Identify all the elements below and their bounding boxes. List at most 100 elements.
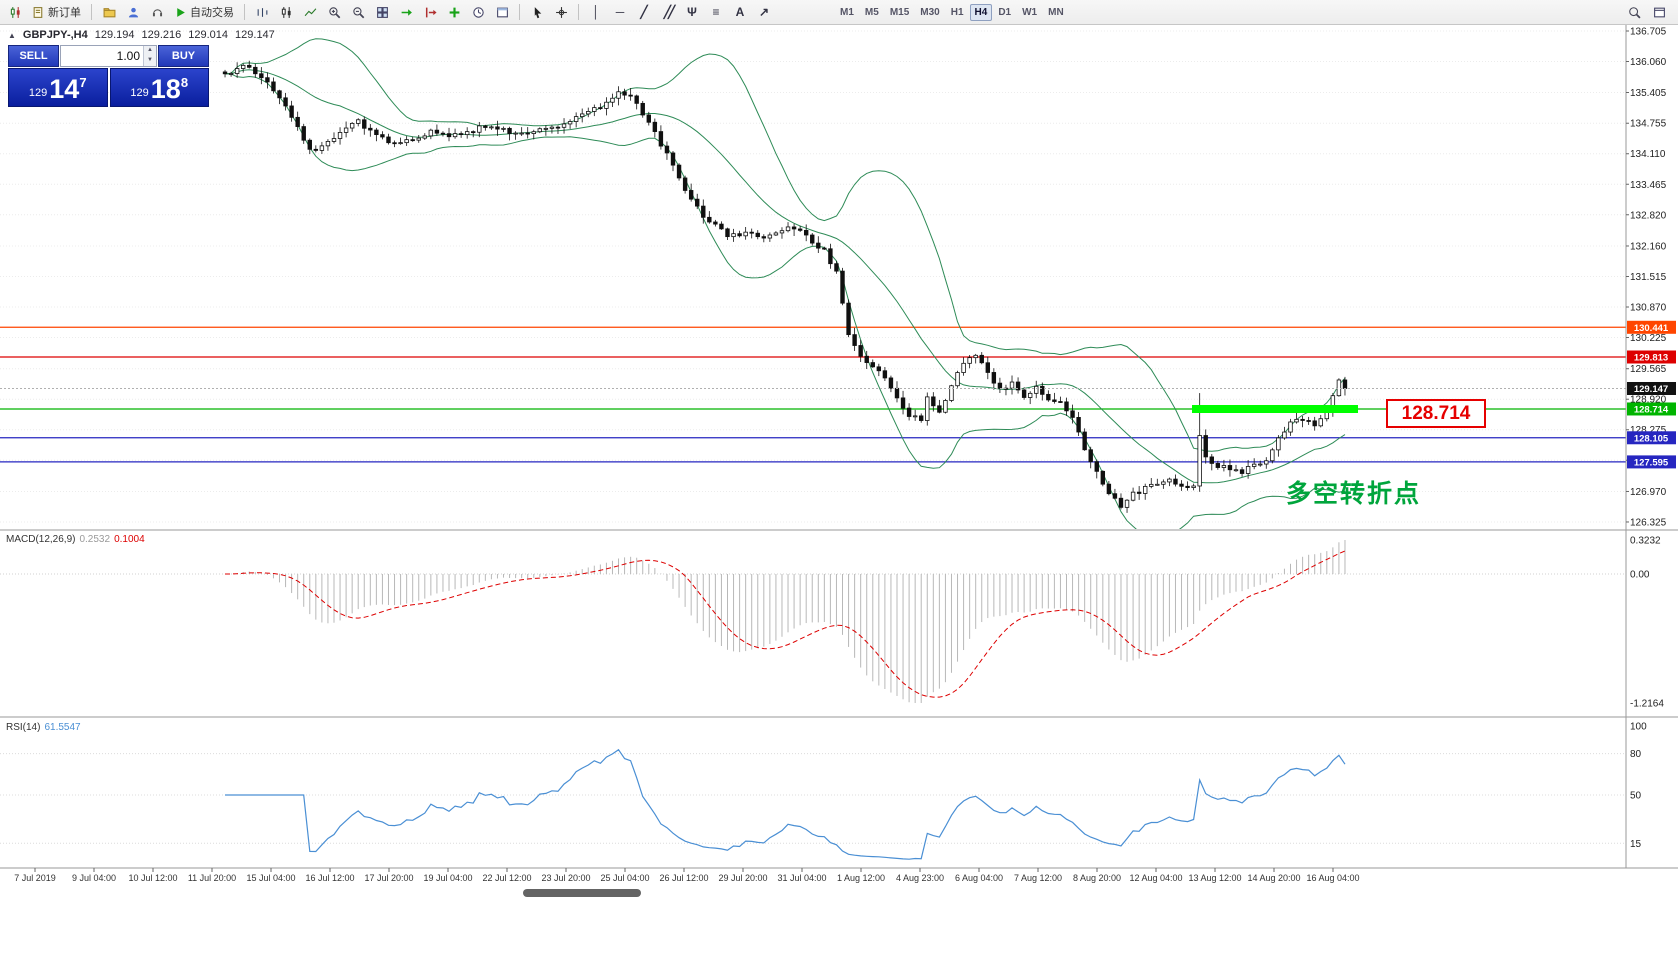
svg-text:130.441: 130.441 xyxy=(1634,323,1669,334)
indicators-plus-icon xyxy=(449,7,459,17)
svg-text:100: 100 xyxy=(1630,722,1647,733)
fibonacci-icon: ≡ xyxy=(712,5,720,19)
candle-chart-icon xyxy=(281,6,291,18)
quote-bar: ▲ GBPJPY-,H4 129.194 129.216 129.014 129… xyxy=(8,29,275,41)
timeframe-d1-button[interactable]: D1 xyxy=(993,4,1016,21)
svg-text:14 Aug 20:00: 14 Aug 20:00 xyxy=(1247,873,1300,883)
svg-text:26 Jul 12:00: 26 Jul 12:00 xyxy=(659,873,708,883)
vertical-line-tool-button[interactable]: │ xyxy=(585,2,607,22)
one-click-trading-panel: SELL ▲ ▼ BUY 129 14 7 129 18 8 xyxy=(8,45,209,107)
rsi-value: 61.5547 xyxy=(44,722,81,733)
timeframe-w1-button[interactable]: W1 xyxy=(1017,4,1042,21)
candle-chart-mode-button[interactable] xyxy=(275,2,297,22)
bid-point: 7 xyxy=(79,75,87,90)
chart-shift-button[interactable] xyxy=(419,2,441,22)
periodicity-button[interactable] xyxy=(467,2,489,22)
crosshair-icon xyxy=(555,6,567,18)
svg-text:10 Jul 12:00: 10 Jul 12:00 xyxy=(128,873,177,883)
channel-icon: ╱╱ xyxy=(663,5,676,19)
search-icon xyxy=(1628,6,1641,19)
svg-text:132.820: 132.820 xyxy=(1630,210,1667,221)
search-button[interactable] xyxy=(1623,2,1645,22)
pitchfork-icon: Ψ xyxy=(687,5,697,19)
svg-text:-1.2164: -1.2164 xyxy=(1630,699,1664,710)
new-order-icon xyxy=(33,6,43,18)
one-click-toggle[interactable]: ▲ xyxy=(8,30,16,40)
zoom-in-icon xyxy=(328,6,340,18)
scrollbar-thumb[interactable] xyxy=(523,889,641,897)
svg-text:130.225: 130.225 xyxy=(1630,333,1667,344)
timeframe-h4-button[interactable]: H4 xyxy=(969,3,993,21)
bar-chart-mode-button[interactable] xyxy=(251,2,273,22)
new-chart-button[interactable] xyxy=(4,2,26,22)
crosshair-tool-button[interactable] xyxy=(550,2,572,22)
support-icon-button[interactable] xyxy=(146,2,168,22)
indicators-button[interactable] xyxy=(443,2,465,22)
autotrading-button[interactable]: 自动交易 xyxy=(170,2,238,22)
folder-icon-button[interactable] xyxy=(98,2,120,22)
macd-signal-value: 0.1004 xyxy=(114,534,145,545)
svg-text:8 Aug 20:00: 8 Aug 20:00 xyxy=(1073,873,1121,883)
timeframe-m15-button[interactable]: M15 xyxy=(885,4,914,21)
folder-icon xyxy=(103,7,115,17)
svg-text:136.705: 136.705 xyxy=(1630,27,1667,38)
svg-text:23 Jul 20:00: 23 Jul 20:00 xyxy=(541,873,590,883)
arrow-tool-button[interactable]: ↗ xyxy=(753,2,775,22)
svg-text:134.755: 134.755 xyxy=(1630,119,1667,130)
new-window-button[interactable] xyxy=(1648,2,1670,22)
toolbar-separator xyxy=(578,4,579,20)
fibonacci-tool-button[interactable]: ≡ xyxy=(705,2,727,22)
volume-control: ▲ ▼ xyxy=(60,45,157,67)
tile-windows-button[interactable] xyxy=(371,2,393,22)
svg-text:6 Aug 04:00: 6 Aug 04:00 xyxy=(955,873,1003,883)
svg-text:132.160: 132.160 xyxy=(1630,241,1667,252)
zoom-out-button[interactable] xyxy=(347,2,369,22)
buy-button[interactable]: BUY xyxy=(158,45,209,67)
bid-big-figure: 129 xyxy=(28,87,48,99)
svg-text:129.565: 129.565 xyxy=(1630,364,1667,375)
horizontal-line-tool-button[interactable]: ─ xyxy=(609,2,631,22)
cursor-icon xyxy=(534,6,541,18)
svg-text:128.105: 128.105 xyxy=(1634,433,1669,444)
auto-scroll-button[interactable] xyxy=(395,2,417,22)
pitchfork-tool-button[interactable]: Ψ xyxy=(681,2,703,22)
svg-text:128.920: 128.920 xyxy=(1630,395,1667,406)
volume-down-button[interactable]: ▼ xyxy=(144,56,156,66)
sell-price-button[interactable]: 129 14 7 xyxy=(8,68,108,107)
clock-icon xyxy=(472,6,484,18)
templates-button[interactable] xyxy=(491,2,513,22)
channel-tool-button[interactable]: ╱╱ xyxy=(657,2,679,22)
quote-low: 129.014 xyxy=(188,29,229,41)
timeframe-m30-button[interactable]: M30 xyxy=(915,4,944,21)
zoom-in-button[interactable] xyxy=(323,2,345,22)
sell-button[interactable]: SELL xyxy=(8,45,59,67)
volume-input[interactable] xyxy=(61,46,143,66)
profile-icon-button[interactable] xyxy=(122,2,144,22)
svg-text:128.714: 128.714 xyxy=(1634,404,1669,415)
volume-up-button[interactable]: ▲ xyxy=(144,46,156,56)
trendline-tool-button[interactable]: ╱ xyxy=(633,2,655,22)
horizontal-scrollbar[interactable] xyxy=(0,887,1678,900)
tile-windows-icon xyxy=(376,6,388,18)
timeframe-m1-button[interactable]: M1 xyxy=(835,4,859,21)
buy-price-button[interactable]: 129 18 8 xyxy=(109,68,209,107)
timeframe-m5-button[interactable]: M5 xyxy=(860,4,884,21)
timeframe-mn-button[interactable]: MN xyxy=(1043,4,1069,21)
svg-text:13 Aug 12:00: 13 Aug 12:00 xyxy=(1188,873,1241,883)
svg-text:50: 50 xyxy=(1630,791,1642,802)
volume-spinner: ▲ ▼ xyxy=(143,46,156,66)
macd-label: MACD(12,26,9) xyxy=(6,534,76,545)
svg-text:135.405: 135.405 xyxy=(1630,88,1667,99)
zoom-out-icon xyxy=(352,6,364,18)
cursor-tool-button[interactable] xyxy=(526,2,548,22)
svg-text:22 Jul 12:00: 22 Jul 12:00 xyxy=(482,873,531,883)
line-chart-mode-button[interactable] xyxy=(299,2,321,22)
text-tool-button[interactable]: A xyxy=(729,2,751,22)
timeframe-h1-button[interactable]: H1 xyxy=(946,4,969,21)
svg-text:126.325: 126.325 xyxy=(1630,517,1667,528)
svg-text:11 Jul 20:00: 11 Jul 20:00 xyxy=(188,873,236,883)
new-order-button[interactable]: 新订单 xyxy=(28,2,85,22)
svg-text:130.870: 130.870 xyxy=(1630,302,1667,313)
